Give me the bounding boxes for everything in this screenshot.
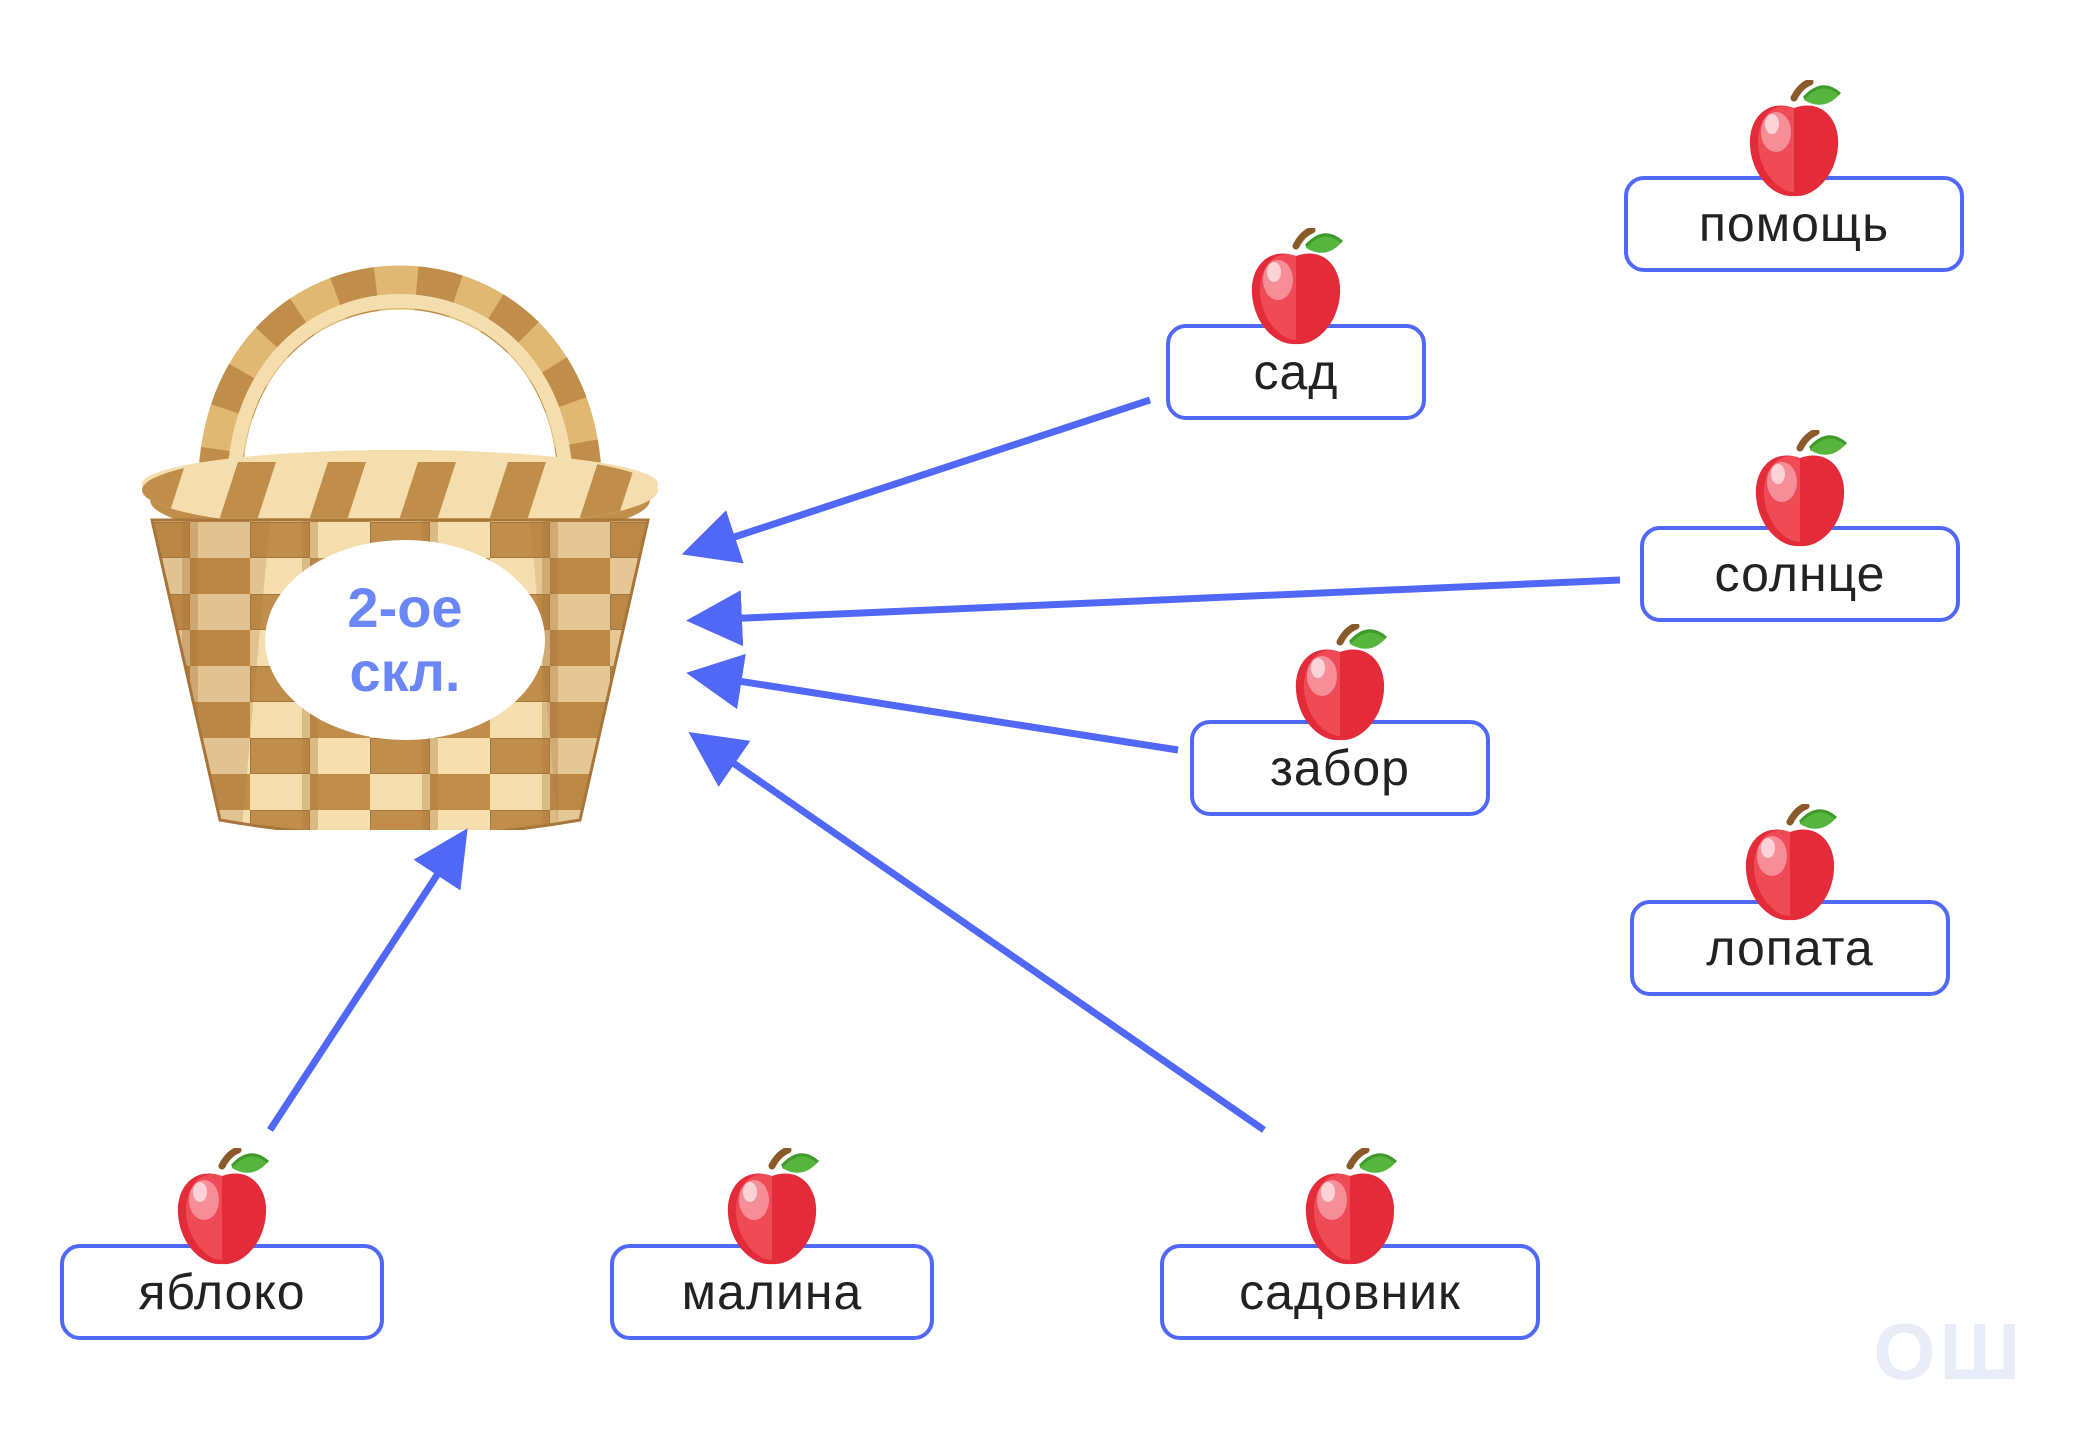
apple-icon xyxy=(722,1148,822,1268)
word-card-sadovnik[interactable]: садовник xyxy=(1160,1244,1540,1340)
word-card-zabor[interactable]: забор xyxy=(1190,720,1490,816)
word-card-label: малина xyxy=(682,1263,863,1321)
apple-icon xyxy=(1744,80,1844,200)
word-card-malina[interactable]: малина xyxy=(610,1244,934,1340)
word-card-pomosh[interactable]: помощь xyxy=(1624,176,1964,272)
diagram-stage: 2-ое скл. яблоко малина садовник сад забор по… xyxy=(0,0,2084,1434)
watermark: ОШ xyxy=(1873,1306,2024,1398)
arrow-solntse xyxy=(700,580,1620,620)
word-card-sad[interactable]: сад xyxy=(1166,324,1426,420)
arrow-sad xyxy=(695,400,1150,550)
word-card-label: помощь xyxy=(1699,195,1889,253)
word-card-label: забор xyxy=(1270,739,1410,797)
apple-icon xyxy=(172,1148,272,1268)
word-card-label: сад xyxy=(1254,343,1339,401)
basket-label-line2: скл. xyxy=(350,640,461,704)
word-card-label: садовник xyxy=(1239,1263,1461,1321)
apple-icon xyxy=(1750,430,1850,550)
word-card-solntse[interactable]: солнце xyxy=(1640,526,1960,622)
apple-icon xyxy=(1740,804,1840,924)
arrow-sadovnik xyxy=(700,740,1264,1130)
word-card-yabloko[interactable]: яблоко xyxy=(60,1244,384,1340)
word-card-lopata[interactable]: лопата xyxy=(1630,900,1950,996)
arrow-yabloko xyxy=(270,840,460,1130)
apple-icon xyxy=(1246,228,1346,348)
basket-label-line1: 2-ое xyxy=(347,576,462,640)
arrow-zabor xyxy=(700,675,1178,750)
apple-icon xyxy=(1300,1148,1400,1268)
basket: 2-ое скл. xyxy=(130,90,670,810)
word-card-label: лопата xyxy=(1706,919,1873,977)
word-card-label: яблоко xyxy=(138,1263,305,1321)
word-card-label: солнце xyxy=(1715,545,1886,603)
basket-label: 2-ое скл. xyxy=(265,540,545,740)
apple-icon xyxy=(1290,624,1390,744)
